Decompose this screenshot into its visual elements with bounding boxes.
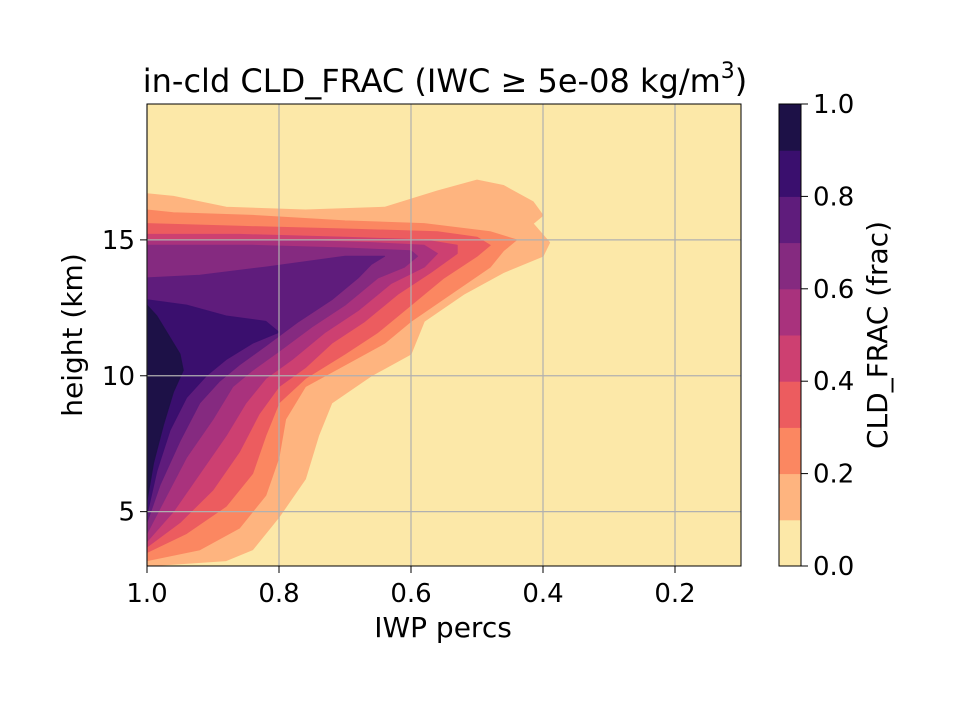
y-tick-label: 5 <box>118 498 135 528</box>
colorbar-tick-label: 1.0 <box>813 90 854 120</box>
colorbar-segment <box>779 104 801 151</box>
colorbar-frame <box>778 103 802 567</box>
colorbar-tick-label: 0.2 <box>813 460 854 490</box>
colorbar-label: CLD_FRAC (frac) <box>861 221 894 449</box>
x-tick-label: 0.4 <box>522 579 563 609</box>
colorbar-segment <box>779 427 801 475</box>
colorbar-segment <box>779 335 801 382</box>
x-axis-label: IWP percs <box>374 611 512 644</box>
chart-title-close: ) <box>735 62 747 100</box>
x-tick-label: 0.6 <box>390 579 431 609</box>
x-axis: 1.0 0.8 0.6 0.4 0.2 <box>126 566 696 609</box>
colorbar-tick-label: 0.8 <box>813 182 854 212</box>
chart-title-text: in-cld CLD_FRAC (IWC ≥ 5e-08 kg/m <box>143 62 721 100</box>
colorbar-tick-label: 0.6 <box>813 275 854 305</box>
contour-fills <box>147 179 551 566</box>
colorbar-tick-label: 0.0 <box>813 552 854 582</box>
colorbar-tick-label: 0.4 <box>813 367 854 397</box>
x-tick-label: 0.8 <box>258 579 299 609</box>
chart-title-superscript: 3 <box>721 59 735 84</box>
plot-frame <box>146 103 742 567</box>
colorbar-segment <box>779 473 801 521</box>
x-tick-label: 0.2 <box>654 579 695 609</box>
contour-region-0.9 <box>147 304 184 502</box>
y-axis-label: height (km) <box>56 253 89 417</box>
chart-title: in-cld CLD_FRAC (IWC ≥ 5e-08 kg/m3) <box>143 59 748 100</box>
colorbar-segment <box>779 288 801 336</box>
colorbar-segment <box>779 381 801 428</box>
y-axis: 5 10 15 <box>102 226 147 528</box>
grid-lines <box>146 104 741 566</box>
colorbar-segment <box>779 519 801 567</box>
y-tick-label: 10 <box>102 362 135 392</box>
colorbar: 0.0 0.2 0.4 0.6 0.8 1.0 <box>778 90 854 582</box>
x-tick-label: 1.0 <box>126 579 167 609</box>
colorbar-segment <box>779 150 801 197</box>
colorbar-segment <box>779 242 801 290</box>
y-tick-label: 15 <box>102 226 135 256</box>
colorbar-segment <box>779 196 801 244</box>
plot-area <box>146 103 742 567</box>
